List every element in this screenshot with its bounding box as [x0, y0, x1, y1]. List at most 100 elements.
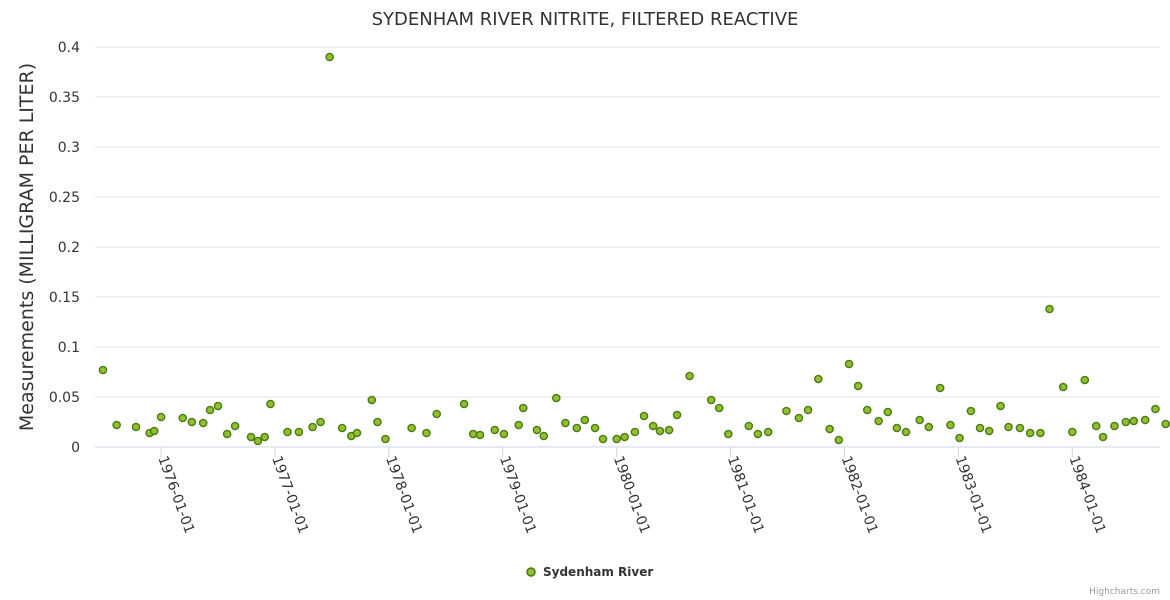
- data-point[interactable]: [1161, 419, 1170, 429]
- data-point[interactable]: [825, 424, 834, 434]
- data-point[interactable]: [975, 423, 985, 433]
- data-point[interactable]: [1004, 422, 1013, 432]
- data-point[interactable]: [996, 401, 1005, 411]
- data-point[interactable]: [834, 435, 844, 445]
- data-point[interactable]: [655, 426, 665, 436]
- data-point[interactable]: [1080, 375, 1090, 385]
- data-point[interactable]: [187, 417, 197, 427]
- data-point[interactable]: [499, 429, 509, 439]
- data-point[interactable]: [352, 428, 362, 438]
- data-point[interactable]: [862, 405, 872, 415]
- data-point[interactable]: [955, 433, 964, 443]
- data-point[interactable]: [198, 418, 208, 428]
- data-point[interactable]: [763, 427, 773, 437]
- data-point[interactable]: [813, 374, 823, 384]
- data-point[interactable]: [1140, 415, 1150, 425]
- data-point[interactable]: [1015, 423, 1025, 433]
- data-point[interactable]: [246, 432, 256, 442]
- data-point[interactable]: [432, 409, 442, 419]
- data-point[interactable]: [706, 395, 716, 405]
- data-point[interactable]: [598, 434, 608, 444]
- data-point[interactable]: [475, 430, 485, 440]
- data-point[interactable]: [1098, 432, 1108, 442]
- data-point[interactable]: [459, 399, 469, 409]
- data-point[interactable]: [753, 429, 763, 439]
- data-point[interactable]: [620, 432, 629, 442]
- data-point[interactable]: [664, 425, 674, 435]
- data-point[interactable]: [532, 425, 542, 435]
- data-point[interactable]: [672, 410, 682, 420]
- data-point[interactable]: [924, 422, 934, 432]
- data-point[interactable]: [112, 420, 121, 430]
- data-point[interactable]: [915, 415, 924, 425]
- data-point[interactable]: [149, 426, 159, 436]
- data-point[interactable]: [422, 428, 431, 438]
- data-point[interactable]: [892, 423, 902, 433]
- data-point[interactable]: [178, 413, 188, 423]
- legend-marker[interactable]: [526, 567, 536, 577]
- data-point[interactable]: [98, 365, 108, 375]
- data-point[interactable]: [966, 406, 976, 416]
- data-point[interactable]: [883, 407, 893, 417]
- data-point[interactable]: [803, 405, 813, 415]
- data-point[interactable]: [325, 52, 334, 62]
- data-point[interactable]: [1129, 416, 1139, 426]
- data-point[interactable]: [580, 415, 590, 425]
- data-point[interactable]: [518, 403, 528, 413]
- data-point[interactable]: [844, 359, 854, 369]
- data-point[interactable]: [648, 421, 658, 431]
- data-point[interactable]: [294, 427, 304, 437]
- data-point[interactable]: [253, 436, 263, 446]
- data-point[interactable]: [935, 383, 945, 393]
- data-point[interactable]: [205, 405, 215, 415]
- data-point[interactable]: [539, 431, 549, 441]
- data-point[interactable]: [337, 423, 347, 433]
- data-point[interactable]: [222, 429, 232, 439]
- data-point[interactable]: [685, 371, 694, 381]
- data-point[interactable]: [213, 401, 223, 411]
- data-point[interactable]: [590, 423, 600, 433]
- data-point[interactable]: [308, 422, 317, 432]
- credits-link[interactable]: Highcharts.com: [1089, 587, 1160, 597]
- data-point[interactable]: [1058, 382, 1068, 392]
- data-point[interactable]: [572, 423, 582, 433]
- data-point[interactable]: [744, 421, 754, 431]
- data-point[interactable]: [367, 395, 377, 405]
- data-point[interactable]: [724, 429, 733, 439]
- data-point[interactable]: [714, 403, 724, 413]
- data-point[interactable]: [782, 406, 791, 416]
- data-point[interactable]: [468, 429, 478, 439]
- data-point[interactable]: [1025, 428, 1035, 438]
- data-point[interactable]: [514, 420, 524, 430]
- data-point[interactable]: [381, 434, 390, 444]
- data-point[interactable]: [260, 432, 270, 442]
- data-point[interactable]: [316, 417, 325, 427]
- data-point[interactable]: [1110, 421, 1119, 431]
- data-point[interactable]: [946, 420, 955, 430]
- data-point[interactable]: [630, 427, 640, 437]
- data-point[interactable]: [490, 425, 500, 435]
- data-point[interactable]: [612, 434, 621, 444]
- data-point[interactable]: [1091, 421, 1101, 431]
- data-point[interactable]: [230, 421, 240, 431]
- data-point[interactable]: [156, 412, 166, 422]
- data-point[interactable]: [874, 416, 883, 426]
- data-point[interactable]: [266, 399, 275, 409]
- data-point[interactable]: [794, 413, 804, 423]
- data-point[interactable]: [1045, 304, 1054, 314]
- data-point[interactable]: [561, 418, 570, 428]
- data-point[interactable]: [131, 422, 141, 432]
- legend[interactable]: Sydenham River: [526, 565, 653, 579]
- data-point[interactable]: [552, 393, 561, 403]
- data-point[interactable]: [639, 411, 649, 421]
- data-point[interactable]: [1036, 428, 1045, 438]
- data-point[interactable]: [853, 381, 863, 391]
- data-point[interactable]: [1067, 427, 1077, 437]
- data-point[interactable]: [984, 426, 994, 436]
- data-point[interactable]: [1121, 417, 1131, 427]
- data-point[interactable]: [1151, 404, 1160, 414]
- data-point[interactable]: [283, 427, 292, 437]
- data-point[interactable]: [373, 417, 382, 427]
- data-point[interactable]: [407, 423, 416, 433]
- legend-label[interactable]: Sydenham River: [543, 565, 653, 579]
